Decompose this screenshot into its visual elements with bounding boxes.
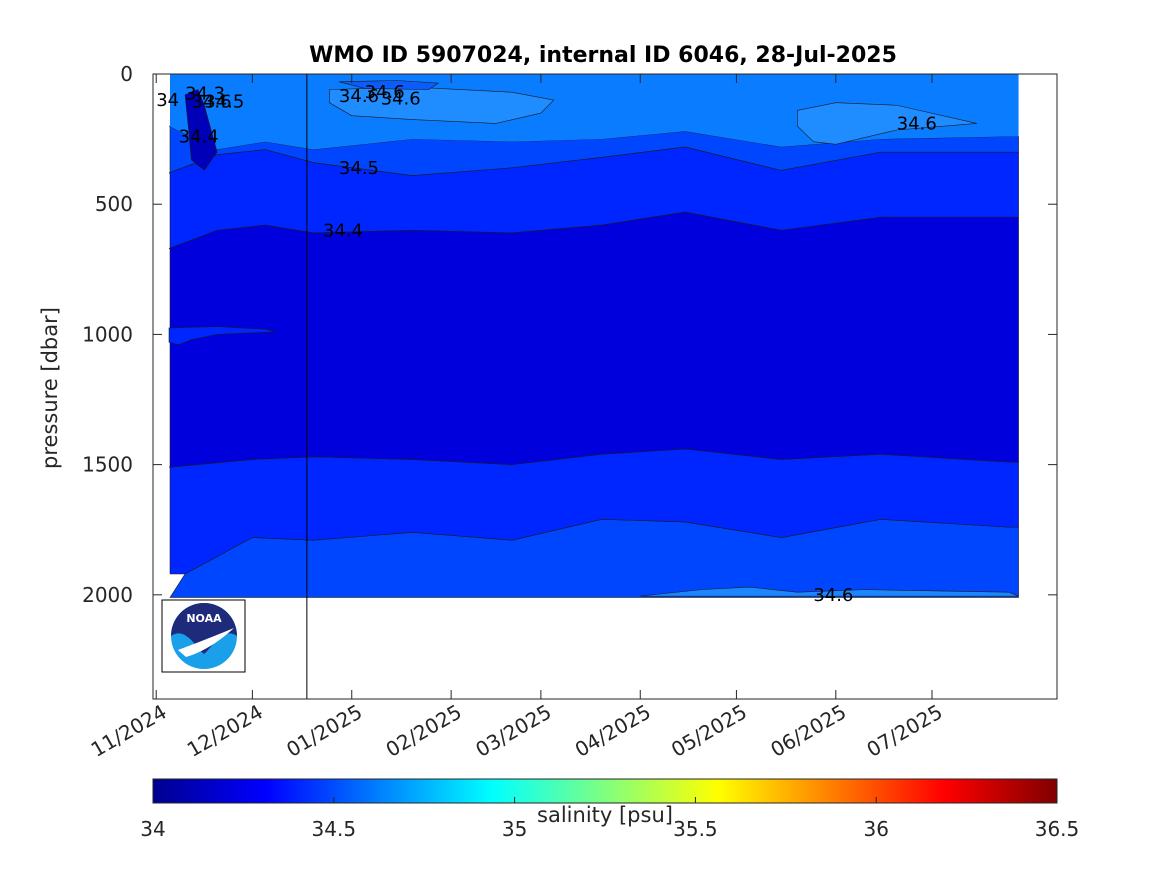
plot-frame (152, 73, 1058, 700)
colorbar-tick-label: 35.5 (673, 817, 718, 841)
salinity-patch-1000dbar (168, 326, 275, 346)
colorbar-tick-label: 36.5 (1035, 817, 1080, 841)
logo-upper-half (171, 603, 237, 654)
contour-label: 34.5 (204, 91, 244, 112)
colorbar-tick-label: 36 (863, 817, 888, 841)
y-tick-label: 1500 (82, 453, 133, 477)
contour-label: 34.6 (191, 91, 231, 112)
chart-title: WMO ID 5907024, internal ID 6046, 28-Jul… (309, 43, 897, 68)
x-tick-label: 02/2025 (382, 700, 466, 762)
salinity-patch-surface-3 (338, 80, 440, 90)
y-tick-label: 0 (120, 62, 133, 86)
colorbar-tick-label: 35 (502, 817, 527, 841)
contour-label: 34.4 (179, 127, 219, 148)
contour-label: 34.3 (185, 84, 225, 105)
logo-bird-icon (178, 628, 234, 657)
x-tick-label: 01/2025 (282, 700, 366, 762)
profile-date-ticks (172, 56, 198, 74)
salinity-field-core-low (168, 211, 1019, 468)
contour-labels: 34.634.534.434.634.434.634.634.634.334.6… (156, 82, 937, 606)
contour-label: 34.6 (897, 113, 937, 134)
y-axis-label: pressure [dbar] (38, 307, 62, 469)
salinity-patch-surface-2 (797, 102, 977, 145)
logo-text: NOAA (186, 612, 222, 625)
colorbar-gradient (152, 778, 1058, 804)
contour-label: 34.6 (813, 585, 853, 606)
y-axis: 0 500 1000 1500 2000 (82, 62, 1057, 607)
contour-label: 34.4 (323, 220, 363, 241)
x-tick-label: 11/2024 (87, 700, 171, 762)
colorbar-label: salinity [psu] (537, 803, 673, 827)
colorbar: 34 34.5 35 35.5 36 36.5 salinity [psu] (140, 778, 1079, 841)
colorbar-tick-label: 34.5 (312, 817, 357, 841)
salinity-patch-low (184, 89, 218, 171)
x-tick-label: 07/2025 (863, 700, 947, 762)
x-tick-label: 05/2025 (667, 700, 751, 762)
colorbar-tick-label: 34 (140, 817, 165, 841)
salinity-patch-bottom (640, 586, 1019, 597)
contour-label: 34.5 (339, 158, 379, 179)
x-tick-label: 12/2024 (183, 700, 267, 762)
colorbar-ticks: 34 34.5 35 35.5 36 36.5 (140, 797, 1079, 841)
contour-label: 34.6 (381, 89, 421, 110)
contour-label: 34 (156, 90, 179, 111)
x-tick-label: 03/2025 (471, 700, 555, 762)
y-tick-label: 2000 (82, 583, 133, 607)
contour-label: 34.6 (365, 82, 405, 103)
x-tick-label: 04/2025 (571, 700, 655, 762)
x-tick-label: 06/2025 (766, 700, 850, 762)
y-tick-label: 500 (95, 192, 133, 216)
salinity-field (168, 56, 1019, 598)
noaa-logo: NOAA (161, 599, 246, 673)
contour-label: 34.6 (339, 86, 379, 107)
salinity-patch-surface (329, 86, 555, 124)
y-tick-label: 1000 (82, 322, 133, 346)
